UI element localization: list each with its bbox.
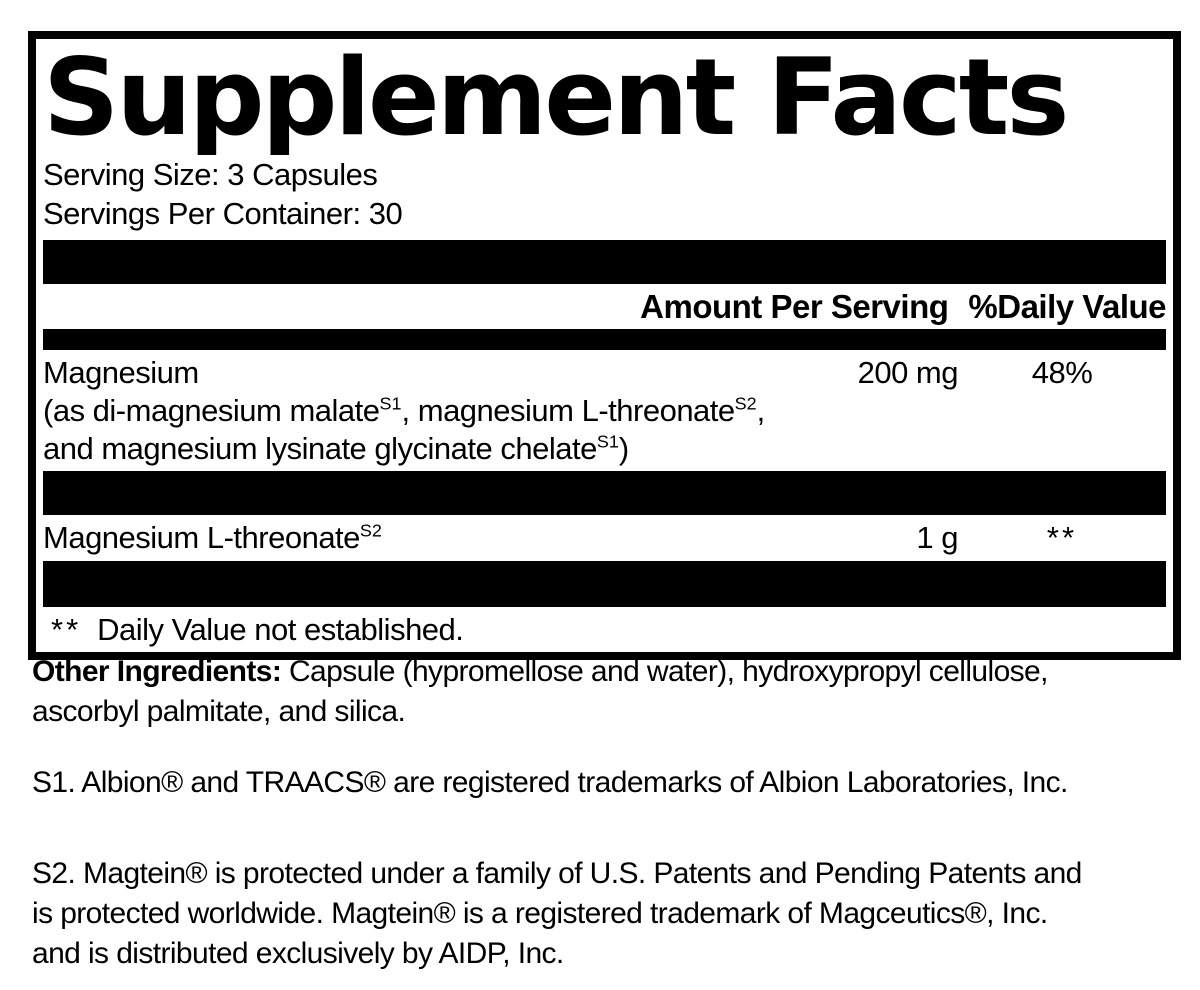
nutrient-source-line-2: and magnesium lysinate glycinate chelate… — [43, 431, 629, 466]
divider-bar-header — [43, 329, 1166, 350]
divider-bar-bottom — [43, 561, 1166, 607]
other-ingredients: Other Ingredients: Capsule (hypromellose… — [32, 652, 1182, 732]
nutrient-name: Magnesium L-threonateS2 — [43, 520, 382, 555]
nutrient-row-magnesium-l-threonate: Magnesium L-threonateS2 1 g ** — [43, 515, 1166, 561]
daily-value-footnote: ** Daily Value not established. — [43, 607, 1166, 652]
nutrient-source-line-1: (as di-magnesium malateS1, magnesium L-t… — [43, 393, 765, 428]
nutrient-name: Magnesium — [43, 355, 199, 390]
other-ingredients-label: Other Ingredients: — [32, 655, 282, 688]
divider-bar-middle — [43, 471, 1166, 515]
nutrient-amount: 1 g — [916, 520, 958, 555]
servings-per-container: Servings Per Container: 30 — [43, 196, 403, 231]
other-ingredients-text-line-2: ascorbyl palmitate, and silica. — [32, 695, 406, 728]
superscript-s1: S1 — [596, 431, 619, 452]
footnote-text: Daily Value not established. — [97, 612, 464, 647]
footnote-stars: ** — [51, 612, 82, 647]
trademark-note-s1: S1. Albion® and TRAACS® are registered t… — [32, 766, 1068, 799]
trademark-note-s2: S2. Magtein® is protected under a family… — [32, 857, 1082, 970]
nutrient-daily-value: ** — [1046, 520, 1078, 555]
amount-per-serving-header: Amount Per Serving — [640, 288, 949, 325]
superscript-s2: S2 — [734, 393, 757, 414]
column-header-row: Amount Per Serving %Daily Value — [43, 284, 1166, 329]
nutrient-row-main-line: Magnesium 200 mg 48% — [43, 354, 1166, 392]
divider-bar-top — [43, 240, 1166, 284]
serving-size: Serving Size: 3 Capsules — [43, 157, 378, 192]
nutrient-row-magnesium: Magnesium 200 mg 48% (as di-magnesium ma… — [43, 350, 1166, 471]
nutrient-amount: 200 mg — [857, 355, 959, 390]
panel-title: Supplement Facts — [43, 41, 1070, 155]
superscript-s2: S2 — [359, 520, 382, 541]
nutrient-daily-value: 48% — [1031, 355, 1093, 390]
superscript-s1: S1 — [379, 393, 402, 414]
other-ingredients-text: Capsule (hypromellose and water), hydrox… — [281, 655, 1049, 688]
daily-value-header: %Daily Value — [968, 288, 1166, 325]
label-footnotes: Other Ingredients: Capsule (hypromellose… — [32, 652, 1182, 974]
supplement-facts-panel: Supplement Facts Serving Size: 3 Capsule… — [28, 31, 1181, 660]
